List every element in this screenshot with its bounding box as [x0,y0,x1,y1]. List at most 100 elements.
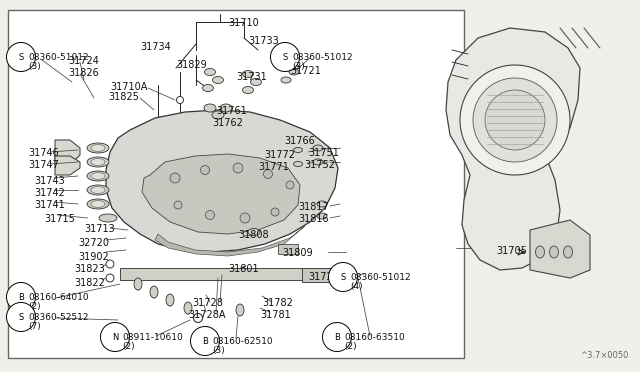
Circle shape [286,181,294,189]
Ellipse shape [91,158,105,166]
Text: (2): (2) [28,302,40,311]
Text: 31781: 31781 [260,310,291,320]
Ellipse shape [106,274,114,282]
Text: (3): (3) [292,62,305,71]
Text: (4): (4) [350,282,363,291]
Text: 08360-52512: 08360-52512 [28,313,88,322]
Ellipse shape [91,173,105,180]
Circle shape [264,170,273,179]
Ellipse shape [250,78,262,86]
Ellipse shape [313,159,323,165]
Text: 31722: 31722 [308,272,339,282]
Text: 31710A: 31710A [110,82,147,92]
Ellipse shape [281,77,291,83]
Text: 31809: 31809 [282,248,312,258]
Ellipse shape [212,111,224,119]
Text: (2): (2) [344,342,356,351]
Ellipse shape [87,185,109,195]
Ellipse shape [87,171,109,181]
Circle shape [233,163,243,173]
Text: 31902: 31902 [78,252,109,262]
Text: 31752: 31752 [304,160,335,170]
Text: 31733: 31733 [248,36,279,46]
Text: S: S [282,52,287,61]
Circle shape [271,208,279,216]
Circle shape [460,65,570,175]
Text: 31766: 31766 [284,136,315,146]
Ellipse shape [317,201,327,207]
Ellipse shape [184,302,192,314]
Text: (2): (2) [122,342,134,351]
Text: 31705: 31705 [496,246,527,256]
Text: 31808: 31808 [238,230,269,240]
Circle shape [170,173,180,183]
Bar [302,268,330,282]
Ellipse shape [134,278,142,290]
Text: 31747: 31747 [28,160,59,170]
Ellipse shape [313,145,323,151]
Text: 31743: 31743 [34,176,65,186]
Text: 08160-62510: 08160-62510 [212,337,273,346]
Bar [8,10,464,358]
Text: 31772: 31772 [264,150,295,160]
Text: 08360-51012: 08360-51012 [292,53,353,62]
Text: 31721: 31721 [290,66,321,76]
Circle shape [177,96,184,103]
Text: 32720: 32720 [78,238,109,248]
Ellipse shape [294,161,303,167]
Polygon shape [120,268,350,280]
Text: 31829: 31829 [176,60,207,70]
Text: 31741: 31741 [34,200,65,210]
Bar [278,244,298,254]
Ellipse shape [317,213,327,219]
Text: 08360-51012: 08360-51012 [28,53,88,62]
Text: 31761: 31761 [216,106,247,116]
Ellipse shape [91,186,105,193]
Text: 31782: 31782 [262,298,293,308]
Text: 31762: 31762 [212,118,243,128]
Ellipse shape [99,214,117,222]
Ellipse shape [563,246,573,258]
Polygon shape [530,220,590,278]
Text: 31742: 31742 [34,188,65,198]
Ellipse shape [87,143,109,153]
Ellipse shape [202,84,214,92]
Ellipse shape [243,87,253,93]
Polygon shape [446,28,580,270]
Text: 08360-51012: 08360-51012 [350,273,411,282]
Ellipse shape [91,201,105,208]
Circle shape [473,78,557,162]
Polygon shape [106,110,338,252]
Text: ^3.7×0050: ^3.7×0050 [580,351,628,360]
Text: N: N [112,333,118,341]
Polygon shape [55,156,80,175]
Ellipse shape [91,144,105,151]
Ellipse shape [166,294,174,306]
Text: 31746: 31746 [28,148,59,158]
Text: B: B [18,292,24,301]
Text: 31816: 31816 [298,214,328,224]
Ellipse shape [87,157,109,167]
Text: 31823: 31823 [74,264,105,274]
Circle shape [240,213,250,223]
Circle shape [485,90,545,150]
Text: 31710: 31710 [228,18,259,28]
Ellipse shape [87,199,109,209]
Polygon shape [155,226,305,256]
Text: 31825: 31825 [108,92,139,102]
Text: B: B [202,337,208,346]
Circle shape [205,211,214,219]
Ellipse shape [294,148,303,153]
Text: S: S [19,52,24,61]
Text: 31715: 31715 [44,214,75,224]
Text: 08160-63510: 08160-63510 [344,333,404,342]
Text: 08160-64010: 08160-64010 [28,293,88,302]
Polygon shape [55,140,80,165]
Text: (3): (3) [212,346,225,355]
Ellipse shape [289,69,299,75]
Text: B: B [334,333,340,341]
Text: 31826: 31826 [68,68,99,78]
Ellipse shape [204,104,216,112]
Ellipse shape [205,68,216,76]
Ellipse shape [212,77,223,83]
